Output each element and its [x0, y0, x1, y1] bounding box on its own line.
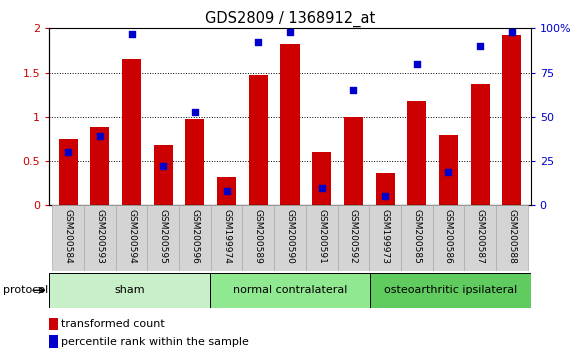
Point: [222, 188, 231, 194]
Point: [317, 185, 327, 190]
Bar: [407, 101, 426, 205]
Bar: [90, 127, 110, 205]
Bar: [249, 75, 268, 205]
Point: [285, 29, 295, 35]
Bar: [210, 273, 370, 308]
Point: [412, 61, 421, 67]
Bar: [49, 335, 58, 348]
Point: [253, 40, 263, 45]
Bar: [281, 44, 299, 205]
Text: osteoarthritic ipsilateral: osteoarthritic ipsilateral: [384, 285, 517, 295]
Bar: [84, 205, 116, 271]
Point: [444, 169, 453, 175]
Bar: [502, 35, 521, 205]
Point: [476, 43, 485, 49]
Point: [507, 29, 516, 35]
Bar: [433, 205, 464, 271]
Text: GSM200594: GSM200594: [127, 209, 136, 263]
Text: GSM200592: GSM200592: [349, 209, 358, 263]
Bar: [369, 205, 401, 271]
Point: [127, 31, 136, 36]
Text: GSM200589: GSM200589: [254, 209, 263, 263]
Text: protocol: protocol: [3, 285, 48, 295]
Text: percentile rank within the sample: percentile rank within the sample: [61, 337, 249, 347]
Text: GSM200593: GSM200593: [96, 209, 104, 263]
Bar: [49, 318, 58, 330]
Bar: [496, 205, 528, 271]
Point: [64, 149, 73, 155]
Text: GSM200588: GSM200588: [507, 209, 516, 263]
Bar: [338, 205, 369, 271]
Text: GSM200595: GSM200595: [159, 209, 168, 263]
Bar: [147, 205, 179, 271]
Text: GSM200584: GSM200584: [64, 209, 73, 263]
Bar: [401, 205, 433, 271]
Bar: [344, 117, 363, 205]
Bar: [59, 139, 78, 205]
Text: normal contralateral: normal contralateral: [233, 285, 347, 295]
Bar: [370, 273, 531, 308]
Text: GSM200591: GSM200591: [317, 209, 326, 263]
Point: [95, 133, 104, 139]
Bar: [52, 205, 84, 271]
Bar: [439, 135, 458, 205]
Point: [380, 194, 390, 199]
Point: [159, 164, 168, 169]
Bar: [274, 205, 306, 271]
Text: transformed count: transformed count: [61, 319, 165, 329]
Bar: [375, 173, 394, 205]
Text: GDS2809 / 1368912_at: GDS2809 / 1368912_at: [205, 11, 375, 27]
Bar: [49, 273, 210, 308]
Text: GSM200587: GSM200587: [476, 209, 484, 263]
Point: [190, 109, 200, 114]
Text: sham: sham: [114, 285, 145, 295]
Bar: [464, 205, 496, 271]
Bar: [122, 59, 141, 205]
Text: GSM199973: GSM199973: [380, 209, 390, 264]
Text: GSM200586: GSM200586: [444, 209, 453, 263]
Bar: [217, 177, 236, 205]
Text: GSM200585: GSM200585: [412, 209, 421, 263]
Text: GSM199974: GSM199974: [222, 209, 231, 263]
Bar: [186, 119, 205, 205]
Bar: [154, 145, 173, 205]
Bar: [211, 205, 242, 271]
Bar: [116, 205, 147, 271]
Bar: [312, 152, 331, 205]
Text: GSM200596: GSM200596: [190, 209, 200, 263]
Point: [349, 87, 358, 93]
Bar: [306, 205, 338, 271]
Bar: [179, 205, 211, 271]
Text: GSM200590: GSM200590: [285, 209, 295, 263]
Bar: [470, 84, 490, 205]
Bar: [242, 205, 274, 271]
